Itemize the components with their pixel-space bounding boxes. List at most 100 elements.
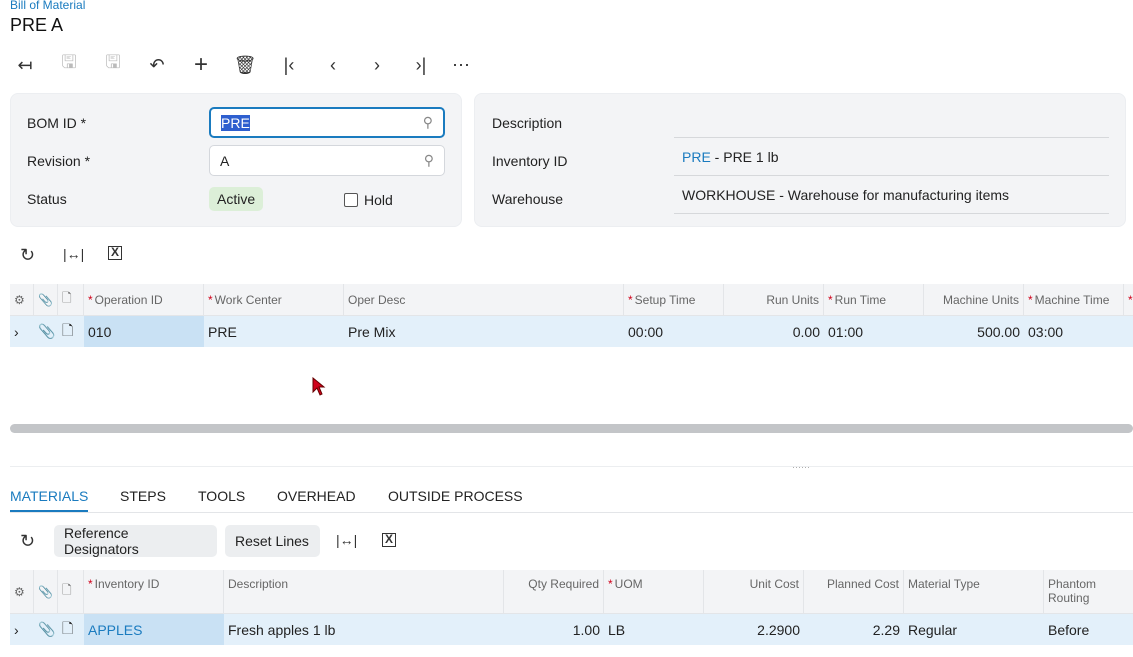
tab-overhead[interactable]: OVERHEAD [277,488,356,504]
prev-icon[interactable]: ‹ [330,54,336,75]
tab-tools[interactable]: TOOLS [198,488,246,504]
cell-oper-desc[interactable]: Pre Mix [348,323,396,340]
hold-label: Hold [364,192,393,208]
expand-icon[interactable]: › [14,323,19,340]
bom-id-input[interactable]: PRE ⚲ [209,107,445,138]
operations-grid: ⚙ 📎 🗋 * Operation ID * Work Center Oper De… [10,284,1133,348]
undo-icon[interactable]: ↶ [149,54,165,75]
col-setup-time[interactable]: * Setup Time [624,284,724,315]
warehouse-field: WORKHOUSE - Warehouse for manufacturing … [674,176,1109,214]
cell-phantom-routing[interactable]: Before [1048,621,1090,638]
search-icon[interactable]: ⚲ [422,114,433,130]
inventory-link[interactable]: PRE [682,148,711,165]
mouse-cursor-icon [312,377,326,396]
table-row[interactable]: › 📎 🗋 010 PRE Pre Mix 00:00 0.00 01:00 5… [10,316,1133,347]
cell-unit-cost[interactable]: 2.2900 [757,621,800,638]
col-material-type[interactable]: Material Type [904,570,1044,613]
last-icon[interactable]: ›| [415,54,427,75]
horizontal-scrollbar[interactable] [10,424,1133,433]
save-close-icon[interactable]: 🖫 [61,52,77,72]
status-badge[interactable]: Active [209,187,264,211]
attachment-icon[interactable]: 📎 [38,621,56,637]
revision-label: Revision * [27,153,91,169]
col-operation-id[interactable]: * Operation ID [84,284,204,315]
col-run-time[interactable]: * Run Time [824,284,924,315]
col-machine-units[interactable]: Machine Units [924,284,1024,315]
reset-lines-button[interactable]: Reset Lines [225,525,320,557]
grid-header: ⚙ 📎 🗋 * Operation ID * Work Center Oper De… [10,284,1133,316]
col-run-units[interactable]: Run Units [724,284,824,315]
table-row[interactable]: › 📎 🗋 APPLES Fresh apples 1 lb 1.00 LB 2… [10,614,1133,645]
refresh-icon[interactable]: ↻ [20,245,36,265]
back-icon[interactable]: ↤ [17,54,33,75]
cell-run-units[interactable]: 0.00 [792,323,820,340]
col-machine-time[interactable]: * Machine Time [1024,284,1124,315]
cell-inventory-id[interactable]: APPLES [84,614,224,645]
col-description[interactable]: Description [224,570,504,613]
search-icon[interactable]: ⚲ [423,152,434,168]
note-icon[interactable]: 🗋 [62,619,74,636]
tab-steps[interactable]: STEPS [120,488,166,504]
cell-machine-units[interactable]: 500.00 [977,323,1020,340]
splitter[interactable] [10,466,1133,467]
col-oper-desc[interactable]: Oper Desc [344,284,624,315]
cell-operation-id[interactable]: 010 [84,316,204,347]
attachment-icon: 📎 [34,570,58,613]
more-icon[interactable]: ⋯ [452,54,470,75]
col-inventory-id[interactable]: * Inventory ID [84,570,224,613]
description-field[interactable] [674,100,1109,138]
attachment-icon: 📎 [34,284,58,315]
hold-checkbox[interactable] [344,193,358,207]
summary-panel-right: Description Inventory ID PRE - PRE 1 lb … [474,93,1126,227]
attachment-icon[interactable]: 📎 [38,323,56,339]
cell-uom[interactable]: LB [608,621,626,638]
breadcrumb[interactable]: Bill of Material [10,0,86,12]
col-unit-cost[interactable]: Unit Cost [704,570,804,613]
export-excel-icon[interactable]: X [108,246,122,260]
cell-description[interactable]: Fresh apples 1 lb [228,621,336,638]
col-more: * [1128,292,1133,307]
save-icon[interactable]: 🖫 [105,52,121,72]
col-planned-cost[interactable]: Planned Cost [804,570,904,613]
cell-run-time[interactable]: 01:00 [828,323,864,340]
next-icon[interactable]: › [374,54,380,75]
delete-icon[interactable]: 🗑 [233,54,257,75]
fit-columns-icon[interactable]: |↔| [63,246,85,262]
cell-material-type[interactable]: Regular [908,621,958,638]
note-icon: 🗋 [58,570,84,613]
col-work-center[interactable]: * Work Center [204,284,344,315]
page-title: PRE A [10,15,64,35]
tab-outside-process[interactable]: OUTSIDE PROCESS [388,488,523,504]
refresh-icon[interactable]: ↻ [20,531,36,551]
status-label: Status [27,191,67,207]
col-qty-required[interactable]: Qty Required [504,570,604,613]
fit-columns-icon[interactable]: |↔| [336,532,358,548]
bom-id-label: BOM ID * [27,115,87,131]
cell-machine-time[interactable]: 03:00 [1028,323,1064,340]
cell-setup-time[interactable]: 00:00 [628,323,664,340]
description-label: Description [492,115,563,131]
inventory-id-label: Inventory ID [492,153,568,169]
grid-header: ⚙ 📎 🗋 * Inventory ID Description Qty Requ… [10,570,1133,614]
summary-panel-left: BOM ID * PRE ⚲ Revision * A ⚲ Status Activ… [10,93,462,227]
note-icon[interactable]: 🗋 [62,321,74,338]
cell-qty-required[interactable]: 1.00 [572,621,600,638]
splitter-handle-icon[interactable]: ⋯⋯ [792,462,810,472]
col-phantom-routing[interactable]: Phantom Routing [1044,570,1133,613]
tabs-divider [10,512,1133,513]
col-uom[interactable]: * UOM [604,570,704,613]
settings-icon[interactable]: ⚙ [10,570,34,613]
first-icon[interactable]: |‹ [283,54,295,75]
cell-planned-cost[interactable]: 2.29 [872,621,900,638]
cell-work-center[interactable]: PRE [208,323,237,340]
expand-icon[interactable]: › [14,621,19,638]
settings-icon[interactable]: ⚙ [10,284,34,315]
inventory-id-field: PRE - PRE 1 lb [674,138,1109,176]
add-icon[interactable]: + [193,51,208,78]
warehouse-label: Warehouse [492,191,564,207]
reference-designators-button[interactable]: Reference Designators [54,525,217,557]
note-icon: 🗋 [58,284,84,315]
revision-input[interactable]: A ⚲ [209,145,445,176]
export-excel-icon[interactable]: X [382,533,396,547]
tab-materials[interactable]: MATERIALS [10,488,89,504]
